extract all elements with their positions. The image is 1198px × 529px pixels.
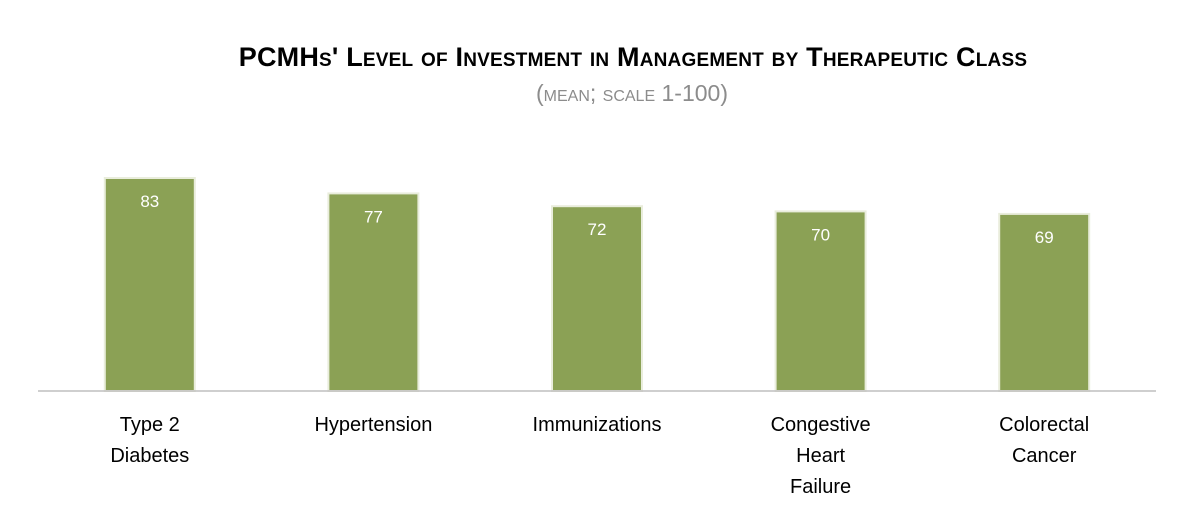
category-label-line: Failure: [790, 476, 851, 498]
category-label-4: Congestive Heart Failure: [771, 414, 871, 498]
category-label-line: Type 2: [120, 414, 180, 436]
labels-layer: Type 2 Diabetes Hypertension Immunizations C…: [110, 414, 1089, 498]
bar-3: [551, 205, 643, 392]
category-label-2: Hypertension: [314, 414, 432, 436]
category-label-line: Immunizations: [533, 414, 662, 436]
category-label-1: Type 2 Diabetes: [110, 414, 189, 467]
data-label-5: 69: [1035, 228, 1054, 247]
category-label-3: Immunizations: [533, 414, 662, 436]
bar-5: [998, 212, 1091, 392]
category-label-5: Colorectal Cancer: [999, 414, 1089, 467]
category-label-line: Heart: [796, 445, 845, 467]
data-label-1: 83: [140, 192, 159, 211]
category-label-line: Cancer: [1012, 445, 1077, 467]
category-label-line: Hypertension: [314, 414, 432, 436]
data-label-2: 77: [364, 207, 383, 226]
bar-4: [774, 210, 867, 392]
chart-title: PCMHs' Level of Investment in Management…: [238, 42, 1028, 72]
data-label-4: 70: [811, 225, 830, 244]
category-label-line: Colorectal: [999, 414, 1089, 436]
data-label-3: 72: [588, 220, 607, 239]
category-label-line: Congestive: [771, 414, 871, 436]
category-label-line: Diabetes: [110, 445, 189, 467]
bars-layer: 83 77 72 70 69: [103, 177, 1091, 392]
bar-2: [327, 192, 420, 392]
chart-subtitle: (mean; scale 1-100): [535, 80, 728, 106]
